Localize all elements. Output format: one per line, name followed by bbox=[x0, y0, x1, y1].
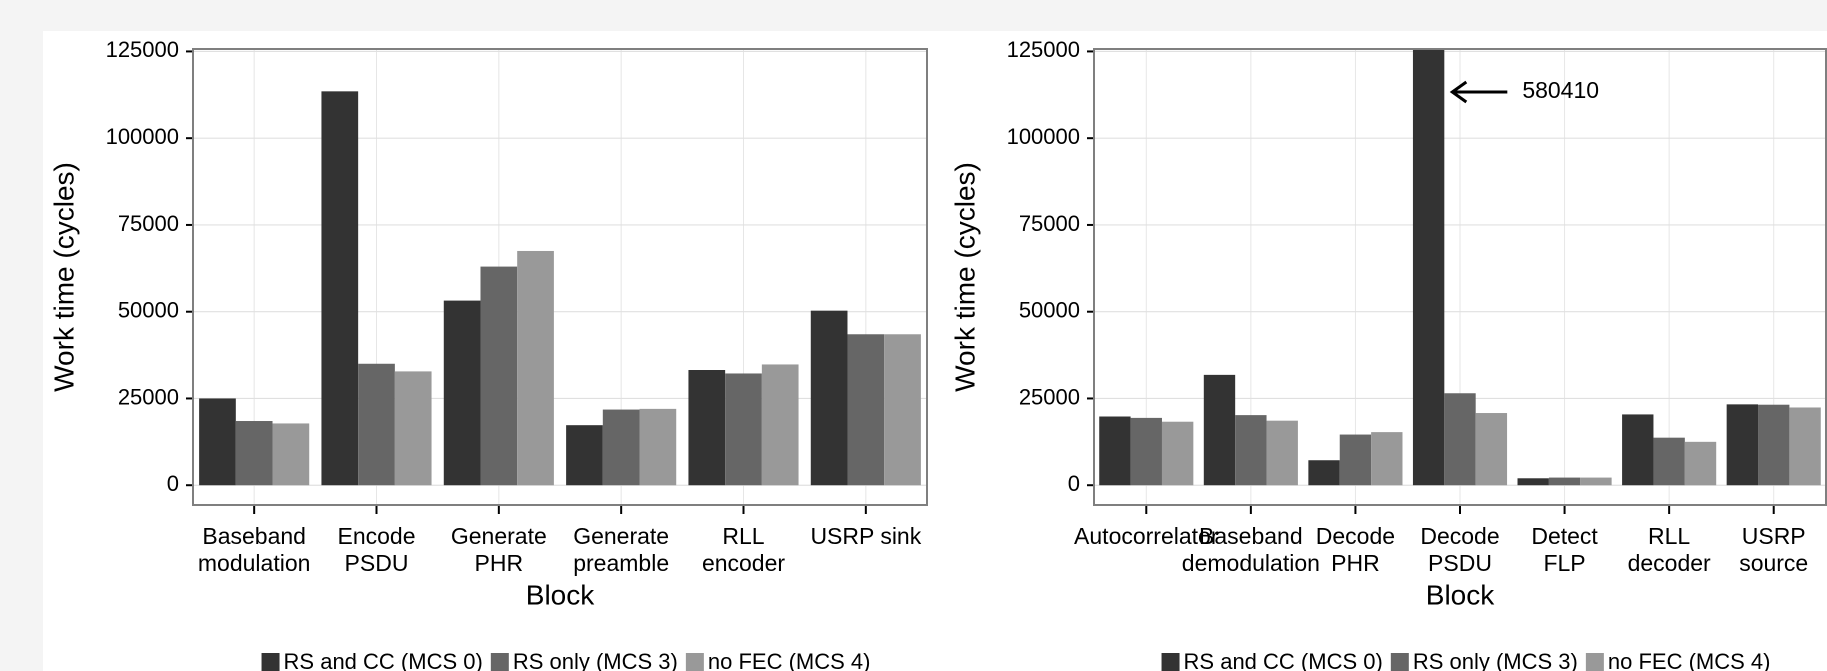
x-tick-label: Baseband modulation bbox=[198, 523, 311, 576]
bar bbox=[602, 409, 640, 486]
x-tick-label: Autocorrelator bbox=[1074, 523, 1219, 549]
y-tick-label: 100000 bbox=[1007, 124, 1080, 149]
bar bbox=[443, 300, 481, 486]
y-tick-label: 25000 bbox=[1019, 384, 1080, 409]
y-tick-label: 0 bbox=[1068, 471, 1080, 496]
bar bbox=[1758, 404, 1790, 486]
x-tick-label: RLL encoder bbox=[702, 523, 785, 576]
legend-swatch bbox=[1585, 653, 1604, 671]
legend-label: RS only (MCS 3) bbox=[513, 649, 678, 671]
bar bbox=[1130, 417, 1162, 486]
bar bbox=[1235, 415, 1267, 486]
legend: RS and CC (MCS 0) RS only (MCS 3) no FEC (… bbox=[1161, 649, 1771, 671]
legend-swatch bbox=[1390, 653, 1409, 671]
bar bbox=[1203, 374, 1236, 486]
bar bbox=[1622, 414, 1654, 486]
grid bbox=[193, 49, 927, 505]
y-tick-label: 100000 bbox=[106, 124, 179, 149]
legend-label: RS and CC (MCS 0) bbox=[284, 649, 483, 671]
bar bbox=[1266, 420, 1298, 486]
y-axis-title: Work time (cycles) bbox=[48, 162, 79, 392]
y-tick-label: 75000 bbox=[118, 211, 179, 236]
bar bbox=[1653, 437, 1685, 486]
x-tick-label: Detect FLP bbox=[1531, 523, 1598, 576]
bar bbox=[1308, 460, 1340, 486]
bar bbox=[1412, 49, 1445, 486]
legend-label: RS and CC (MCS 0) bbox=[1184, 649, 1383, 671]
bar bbox=[725, 373, 762, 486]
x-tick-label: USRP source bbox=[1739, 523, 1808, 576]
y-tick-label: 50000 bbox=[1019, 298, 1080, 323]
bar bbox=[199, 398, 236, 486]
x-axis-title: Block bbox=[526, 579, 595, 610]
x-tick-label: RLL decoder bbox=[1628, 523, 1711, 576]
x-tick-label: Decode PSDU bbox=[1420, 523, 1499, 576]
bar bbox=[761, 364, 799, 486]
bar bbox=[1099, 416, 1131, 486]
y-tick-label: 50000 bbox=[118, 298, 179, 323]
bar bbox=[1161, 421, 1194, 486]
bar bbox=[517, 250, 554, 486]
legend-swatch bbox=[685, 653, 704, 671]
legend-label: no FEC (MCS 4) bbox=[1608, 649, 1771, 671]
y-tick-label: 125000 bbox=[106, 37, 179, 62]
bar bbox=[1580, 477, 1612, 486]
bar bbox=[1548, 477, 1581, 486]
bar bbox=[566, 425, 603, 486]
bar bbox=[1726, 404, 1759, 486]
bar bbox=[639, 408, 677, 486]
bar bbox=[394, 371, 432, 486]
bar bbox=[847, 334, 885, 486]
y-tick-label: 25000 bbox=[118, 384, 179, 409]
x-tick-label: USRP sink bbox=[810, 523, 921, 549]
bar bbox=[688, 370, 726, 486]
x-tick-label: Generate PHR bbox=[451, 523, 547, 576]
legend: RS and CC (MCS 0) RS only (MCS 3) no FEC (… bbox=[261, 649, 871, 671]
bar bbox=[272, 423, 310, 486]
legend-label: no FEC (MCS 4) bbox=[708, 649, 871, 671]
x-tick-label: Baseband demodulation bbox=[1182, 523, 1320, 576]
plot-area bbox=[193, 49, 927, 505]
legend-swatch bbox=[261, 653, 280, 671]
y-tick-label: 125000 bbox=[1007, 37, 1080, 62]
plot-border bbox=[1093, 48, 1827, 506]
bar bbox=[235, 421, 273, 486]
bar bbox=[1339, 434, 1372, 486]
legend-swatch bbox=[490, 653, 509, 671]
bar bbox=[321, 91, 359, 486]
x-axis-title: Block bbox=[1426, 579, 1495, 610]
bar bbox=[480, 266, 518, 486]
y-axis-title: Work time (cycles) bbox=[949, 162, 980, 392]
annotation-arrow bbox=[1449, 80, 1508, 104]
bar bbox=[1371, 432, 1403, 486]
plot-border bbox=[192, 48, 928, 506]
annotation: 580410 bbox=[1522, 77, 1599, 103]
bar bbox=[1517, 478, 1549, 486]
bar bbox=[810, 310, 848, 486]
y-tick-label: 75000 bbox=[1019, 211, 1080, 236]
bar bbox=[1475, 413, 1508, 486]
bar bbox=[1684, 441, 1717, 486]
bar bbox=[358, 363, 395, 486]
legend-swatch bbox=[1161, 653, 1180, 671]
bar bbox=[1444, 393, 1476, 486]
legend-label: RS only (MCS 3) bbox=[1413, 649, 1578, 671]
x-tick-label: Generate preamble bbox=[573, 523, 669, 576]
x-tick-label: Encode PSDU bbox=[337, 523, 415, 576]
bar bbox=[884, 334, 921, 486]
bar bbox=[1789, 407, 1821, 486]
x-tick-label: Decode PHR bbox=[1316, 523, 1395, 576]
y-tick-label: 0 bbox=[167, 471, 179, 496]
